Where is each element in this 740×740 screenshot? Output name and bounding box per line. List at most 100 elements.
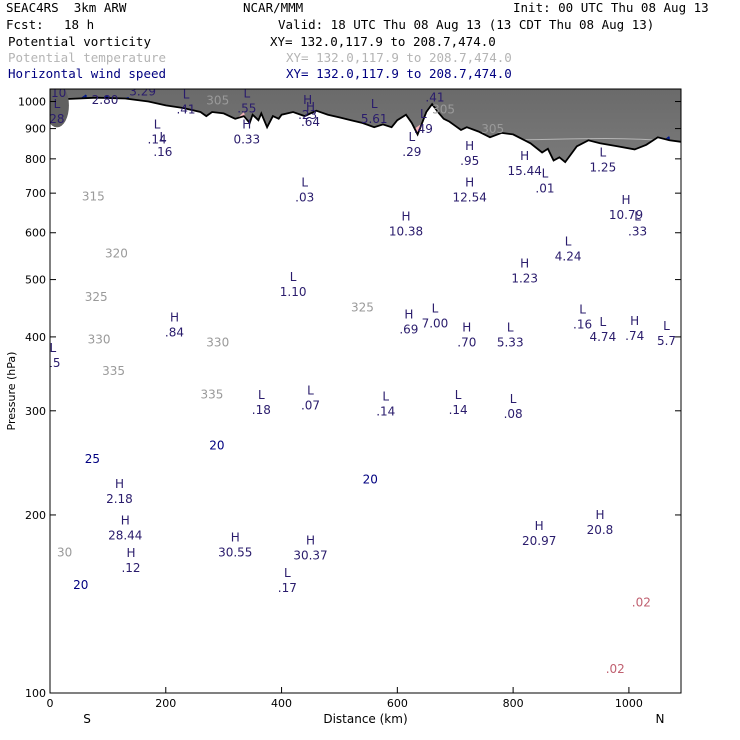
- extremum-marker: L: [420, 107, 427, 121]
- extremum-value: .03: [295, 191, 314, 205]
- extremum-label: H.64: [301, 100, 320, 129]
- extremum-value: .23: [298, 108, 317, 122]
- extremum-label: L15: [50, 341, 61, 370]
- extremum-value: .14: [376, 405, 395, 419]
- extremum-label: L10: [51, 71, 66, 100]
- extremum-label: L5.7: [657, 319, 676, 348]
- extremum-value: 5.61: [361, 112, 388, 126]
- extremum-value: .18: [252, 403, 271, 417]
- y-tick-label: 1000: [18, 96, 46, 109]
- extremum-value: 30.37: [293, 549, 327, 563]
- extremum-marker: L: [382, 390, 389, 404]
- extremum-label: H20.97: [522, 519, 556, 548]
- extremum-label: L.14: [449, 388, 468, 417]
- extremum-label: L1.25: [589, 146, 616, 175]
- extremum-label: L5.33: [497, 320, 524, 349]
- extremum-label: H.70: [457, 320, 476, 349]
- extremum-marker: L: [290, 270, 297, 284]
- extremum-label: L1.10: [280, 270, 307, 299]
- extremum-marker: H: [520, 149, 529, 163]
- extremum-value: 30.55: [218, 546, 252, 560]
- wind-speed-label: 20: [73, 578, 88, 592]
- extremum-marker: H: [115, 477, 124, 491]
- extremum-label: H30.55: [218, 531, 252, 560]
- x-tick-label: 200: [155, 697, 176, 710]
- extremum-label: H20.8: [587, 508, 614, 537]
- extremum-marker: H: [465, 176, 474, 190]
- extremum-value: 5.33: [497, 335, 524, 349]
- extremum-marker: L: [183, 88, 190, 102]
- extremum-label: L.29: [402, 130, 421, 159]
- extremum-marker: H: [462, 320, 471, 334]
- extremum-label: L28: [49, 97, 65, 126]
- extremum-label: H12.54: [453, 176, 487, 205]
- extremum-label: L.07: [301, 384, 320, 413]
- y-tick-label: 900: [25, 123, 46, 136]
- extremum-label: L.41: [176, 88, 195, 117]
- y-tick-label: 300: [25, 405, 46, 418]
- extremum-value: 12.54: [453, 191, 487, 205]
- extremum-label: L4.24: [555, 234, 582, 263]
- extremum-marker: L: [455, 388, 462, 402]
- extremum-value: .41: [425, 90, 444, 104]
- extremum-value: .12: [121, 561, 140, 575]
- extremum-label: H0.33: [233, 117, 260, 146]
- extremum-marker: L: [50, 341, 57, 355]
- x-tick-label: 0: [47, 697, 54, 710]
- y-tick-label: 200: [25, 509, 46, 522]
- extremum-label: H.84: [165, 311, 184, 340]
- extremum-value: 10.79: [609, 208, 643, 222]
- extremum-value: 2.80: [92, 93, 119, 107]
- extremum-value: 10: [51, 86, 66, 100]
- extremum-marker: H: [121, 513, 130, 527]
- field-name-theta: Potential temperature: [8, 50, 167, 65]
- extremum-marker: L: [54, 97, 61, 111]
- theta-label: 305: [206, 94, 229, 108]
- extremum-marker: L: [154, 117, 161, 131]
- extremum-value: .14: [449, 403, 468, 417]
- extremum-value: 5.7: [657, 334, 676, 348]
- extremum-label: H.74: [625, 314, 644, 343]
- extremum-marker: H: [303, 93, 312, 107]
- extremum-label: L.18: [252, 388, 271, 417]
- extremum-value: 3.29: [129, 85, 156, 99]
- extremum-marker: H: [630, 314, 639, 328]
- extremum-value: .16: [153, 145, 172, 159]
- extremum-marker: L: [600, 315, 607, 329]
- extremum-marker: L: [55, 71, 62, 85]
- extremum-label: H28.44: [108, 513, 142, 542]
- extremum-marker: H: [242, 117, 251, 131]
- extremum-marker: L: [432, 75, 439, 89]
- south-label: S: [83, 712, 91, 726]
- extremum-marker: H: [404, 308, 413, 322]
- org-title: NCAR/MMM: [243, 0, 304, 15]
- y-tick-label: 800: [25, 153, 46, 166]
- extremum-marker: H: [621, 193, 630, 207]
- extremum-label: H15.44: [508, 149, 542, 178]
- x-tick-label: 400: [271, 697, 292, 710]
- extremum-marker: H: [100, 78, 109, 92]
- extremum-value: 10.38: [389, 225, 423, 239]
- extremum-label: L5.61: [361, 97, 388, 126]
- extremum-label: H.12: [121, 546, 140, 575]
- extremum-marker: H: [402, 210, 411, 224]
- extremum-label: L3.29: [129, 85, 156, 99]
- extremum-value: 1.23: [511, 272, 538, 286]
- field-xy-theta: XY= 132.0,117.9 to 208.7,474.0: [286, 50, 512, 65]
- extremum-label: L.16: [153, 130, 172, 159]
- extremum-marker: H: [535, 519, 544, 533]
- extremum-marker: H: [170, 311, 179, 325]
- extremum-label: L.55: [237, 89, 256, 115]
- extremum-label: L4.74: [589, 315, 616, 344]
- y-tick-label: 400: [25, 331, 46, 344]
- terrain-fill: [50, 97, 681, 693]
- extremum-value: .41: [176, 103, 195, 117]
- extremum-marker: L: [507, 320, 514, 334]
- extremum-value: 28: [49, 112, 64, 126]
- theta-label: 330: [206, 336, 229, 350]
- extremum-label: H30.37: [293, 534, 327, 563]
- extremum-marker: H: [520, 257, 529, 271]
- x-axis-label: Distance (km): [323, 712, 407, 726]
- extremum-value: .08: [504, 407, 523, 421]
